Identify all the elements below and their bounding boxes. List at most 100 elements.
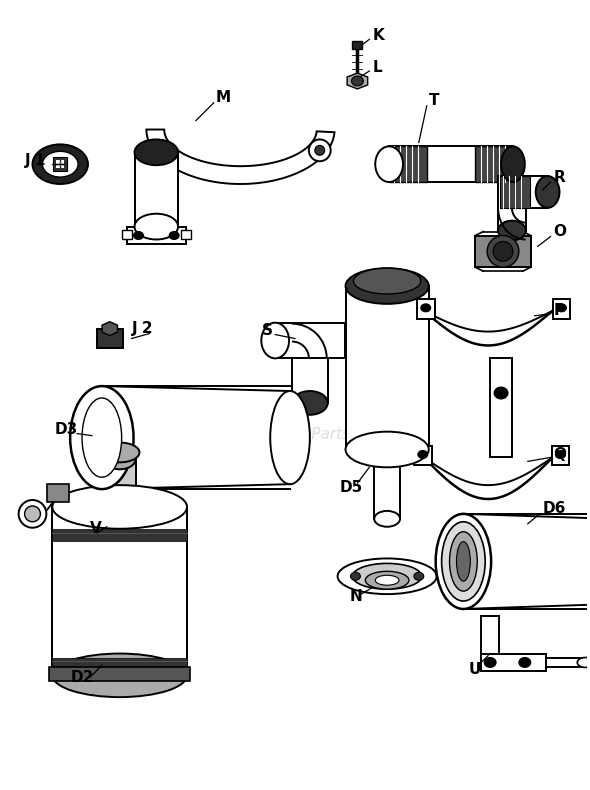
Ellipse shape <box>484 657 496 668</box>
Ellipse shape <box>353 269 421 294</box>
Ellipse shape <box>435 514 491 609</box>
Text: V: V <box>90 521 101 536</box>
Text: S: S <box>263 323 273 338</box>
Ellipse shape <box>261 322 289 359</box>
Bar <box>476 146 513 182</box>
Bar <box>481 616 499 671</box>
Polygon shape <box>347 73 368 89</box>
Bar <box>546 657 585 668</box>
Text: M: M <box>216 90 231 105</box>
Ellipse shape <box>135 139 178 165</box>
Ellipse shape <box>352 76 363 86</box>
Ellipse shape <box>315 145 324 156</box>
Text: R: R <box>553 170 565 185</box>
Ellipse shape <box>487 235 519 267</box>
Bar <box>552 446 569 465</box>
Ellipse shape <box>375 575 399 585</box>
Bar <box>155 148 178 197</box>
Bar <box>414 446 432 465</box>
Bar <box>389 146 427 182</box>
Bar <box>53 157 67 171</box>
Ellipse shape <box>501 146 525 182</box>
Ellipse shape <box>556 304 566 312</box>
Bar <box>97 329 123 348</box>
Ellipse shape <box>309 139 330 161</box>
Ellipse shape <box>418 450 428 458</box>
Bar <box>53 657 187 669</box>
Ellipse shape <box>441 521 485 601</box>
Text: D2: D2 <box>70 670 93 685</box>
Text: Q: Q <box>553 447 566 462</box>
Text: D3: D3 <box>54 422 77 437</box>
Bar <box>122 230 132 239</box>
Text: L: L <box>372 59 382 74</box>
Ellipse shape <box>374 511 400 527</box>
Ellipse shape <box>414 572 424 580</box>
Ellipse shape <box>578 657 590 668</box>
Bar <box>50 668 190 681</box>
Polygon shape <box>102 322 117 336</box>
Bar <box>498 176 526 231</box>
Ellipse shape <box>350 572 360 580</box>
Ellipse shape <box>346 269 429 304</box>
Bar <box>181 230 191 239</box>
Bar <box>346 286 429 450</box>
Ellipse shape <box>365 571 409 589</box>
Polygon shape <box>424 310 553 345</box>
Text: D6: D6 <box>543 502 566 517</box>
Bar <box>498 176 548 208</box>
Text: P: P <box>553 303 565 318</box>
Ellipse shape <box>556 450 565 458</box>
Bar <box>53 529 187 540</box>
Bar <box>53 507 187 675</box>
Bar <box>275 322 345 359</box>
Text: O: O <box>553 224 566 239</box>
Ellipse shape <box>375 146 403 182</box>
Ellipse shape <box>457 542 470 581</box>
Bar <box>490 359 512 457</box>
Text: K: K <box>372 28 384 43</box>
Bar <box>417 299 435 318</box>
Bar <box>481 653 546 672</box>
Bar <box>374 450 400 519</box>
Text: D5: D5 <box>340 480 363 495</box>
Text: N: N <box>349 589 362 604</box>
Ellipse shape <box>82 398 122 477</box>
Text: T: T <box>429 93 439 108</box>
Ellipse shape <box>498 220 526 240</box>
Polygon shape <box>146 130 335 184</box>
Bar <box>352 41 362 49</box>
Bar <box>127 227 186 244</box>
Bar <box>553 299 571 318</box>
Ellipse shape <box>352 563 422 589</box>
Bar <box>476 235 531 267</box>
Ellipse shape <box>450 532 477 591</box>
Ellipse shape <box>53 485 187 529</box>
Ellipse shape <box>169 231 179 239</box>
Bar <box>47 484 69 502</box>
Bar <box>463 514 590 609</box>
Ellipse shape <box>70 386 133 489</box>
Ellipse shape <box>100 442 139 462</box>
Ellipse shape <box>53 653 187 697</box>
Ellipse shape <box>135 214 178 239</box>
Text: eReplacementParts.com: eReplacementParts.com <box>202 427 388 442</box>
Ellipse shape <box>133 231 143 239</box>
Bar <box>135 152 178 227</box>
Polygon shape <box>424 457 553 499</box>
Ellipse shape <box>25 506 41 521</box>
Text: U: U <box>468 662 481 677</box>
Ellipse shape <box>494 387 508 399</box>
Text: J 1: J 1 <box>25 152 46 167</box>
Bar <box>500 176 530 208</box>
Bar <box>102 386 290 489</box>
Ellipse shape <box>519 657 531 668</box>
Ellipse shape <box>536 176 559 208</box>
Ellipse shape <box>292 391 327 415</box>
Text: J 2: J 2 <box>132 321 153 336</box>
Bar <box>292 359 327 403</box>
Ellipse shape <box>32 145 88 184</box>
Ellipse shape <box>270 391 310 484</box>
Ellipse shape <box>104 450 136 469</box>
Ellipse shape <box>493 242 513 261</box>
